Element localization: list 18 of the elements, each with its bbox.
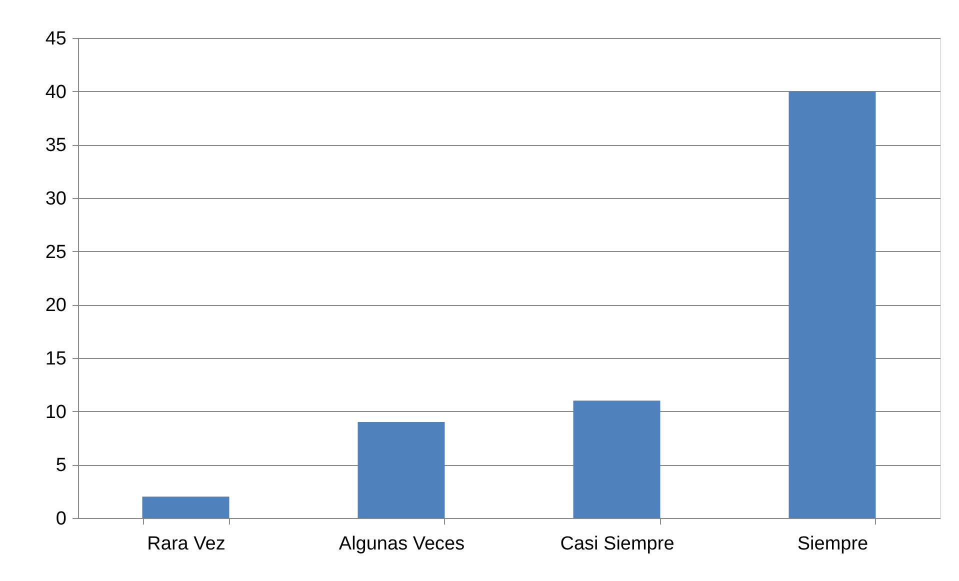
x-tick-label: Casi Siempre (560, 534, 674, 554)
x-tick-label: Algunas Veces (338, 534, 465, 554)
y-tick-label: 10 (45, 402, 66, 423)
y-tick-label: 30 (45, 188, 66, 210)
bar (573, 400, 660, 518)
y-tick-label: 15 (45, 348, 66, 370)
bar (788, 91, 876, 518)
bar (358, 422, 445, 518)
y-tick-label: 25 (45, 242, 66, 263)
y-tick-label: 20 (45, 295, 66, 316)
y-tick-label: 0 (56, 508, 66, 530)
x-tick-label: Rara Vez (147, 534, 226, 554)
y-tick-label: 40 (45, 82, 66, 103)
y-tick-label: 45 (45, 28, 66, 50)
y-tick-label: 35 (45, 135, 66, 156)
y-tick-label: 5 (56, 455, 66, 476)
bar (142, 496, 230, 518)
x-tick-label: Siempre (797, 534, 868, 554)
